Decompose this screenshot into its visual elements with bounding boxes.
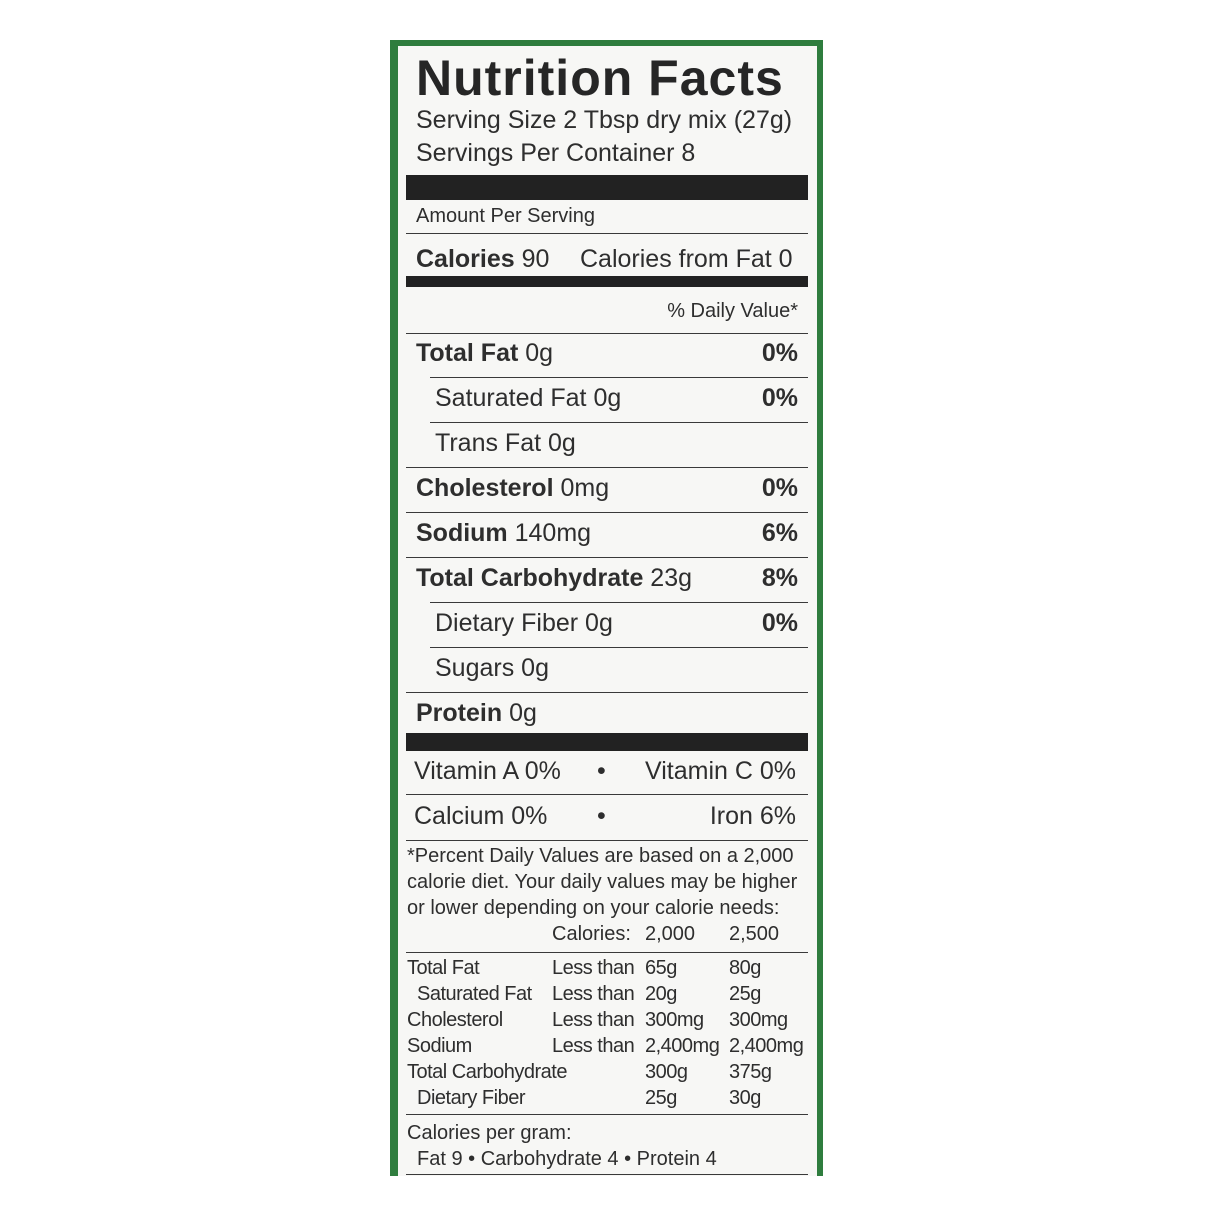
dv-table-cell: 25g bbox=[729, 983, 761, 1005]
nutrient-label: Sodium bbox=[416, 519, 508, 547]
dv-table-cell: Less than bbox=[552, 983, 635, 1005]
nutrient-row: Dietary Fiber 0g bbox=[435, 608, 613, 638]
daily-value-header: % Daily Value* bbox=[667, 300, 798, 322]
divider bbox=[430, 647, 808, 648]
servings-per-container: Servings Per Container 8 bbox=[416, 139, 696, 167]
dv-table-cell: 300g bbox=[645, 1061, 688, 1083]
divider bbox=[406, 692, 808, 693]
bullet: • bbox=[597, 757, 606, 785]
nutrient-row: Trans Fat 0g bbox=[435, 428, 576, 458]
amount-per-serving: Amount Per Serving bbox=[416, 205, 595, 227]
nutrient-label: Sugars bbox=[435, 654, 515, 682]
dv-table-cell: 20g bbox=[645, 983, 677, 1005]
nutrient-row: Total Carbohydrate 23g bbox=[416, 563, 692, 593]
nutrition-label bbox=[398, 46, 817, 1176]
dv-table-cell: 30g bbox=[729, 1087, 761, 1109]
medium-divider bbox=[406, 276, 808, 287]
calories-label: Calories bbox=[416, 245, 515, 273]
calories-per-gram-values: Fat 9 • Carbohydrate 4 • Protein 4 bbox=[417, 1148, 717, 1170]
nutrient-row: Cholesterol 0mg bbox=[416, 473, 609, 503]
dv-table-cell: 2,400mg bbox=[645, 1035, 720, 1057]
nutrient-label: Saturated Fat bbox=[435, 384, 587, 412]
nutrient-amount: 0g bbox=[548, 429, 576, 457]
vitamin-a: Vitamin A 0% bbox=[414, 757, 561, 785]
dv-table-cell: Less than bbox=[552, 1035, 635, 1057]
divider bbox=[406, 952, 808, 953]
dv-table-cell: 80g bbox=[729, 957, 761, 979]
nutrient-label: Total Fat bbox=[416, 339, 519, 367]
dv-table-header-calories: Calories: bbox=[552, 923, 631, 945]
thick-divider bbox=[406, 733, 808, 751]
dv-table-cell: Total Fat bbox=[407, 957, 480, 979]
dv-table-cell: 65g bbox=[645, 957, 677, 979]
iron: Iron 6% bbox=[709, 802, 796, 830]
bullet: • bbox=[597, 802, 606, 830]
nutrient-daily-value: 0% bbox=[761, 384, 798, 412]
nutrient-daily-value: 0% bbox=[761, 609, 798, 637]
dv-table-cell: Cholesterol bbox=[407, 1009, 503, 1031]
nutrient-amount: 0g bbox=[585, 609, 613, 637]
calcium: Calcium 0% bbox=[414, 802, 548, 830]
nutrient-amount: 140mg bbox=[514, 519, 592, 547]
nutrient-row: Saturated Fat 0g bbox=[435, 383, 621, 413]
nutrient-daily-value: 8% bbox=[761, 564, 798, 592]
dv-table-cell: 300mg bbox=[645, 1009, 704, 1031]
vitamin-c: Vitamin C 0% bbox=[645, 757, 796, 785]
nutrient-amount: 0g bbox=[521, 654, 549, 682]
nutrient-row: Sugars 0g bbox=[435, 653, 549, 683]
calories-from-fat: Calories from Fat 0 bbox=[580, 245, 793, 273]
divider bbox=[406, 233, 808, 234]
nutrient-amount: 23g bbox=[650, 564, 693, 592]
divider bbox=[430, 422, 808, 423]
nutrient-amount: 0g bbox=[525, 339, 554, 367]
divider bbox=[406, 512, 808, 513]
nutrient-label: Trans Fat bbox=[435, 429, 542, 457]
divider bbox=[430, 377, 808, 378]
nutrient-row: Sodium 140mg bbox=[416, 518, 591, 548]
dv-table-cell: Less than bbox=[552, 1009, 635, 1031]
nutrient-row: Total Fat 0g bbox=[416, 338, 553, 368]
footnote-line: *Percent Daily Values are based on a 2,0… bbox=[407, 845, 794, 867]
nutrient-daily-value: 0% bbox=[761, 474, 798, 502]
divider bbox=[430, 602, 808, 603]
divider bbox=[406, 1174, 808, 1175]
divider bbox=[406, 840, 808, 841]
nutrient-amount: 0g bbox=[593, 384, 622, 412]
dv-table-cell: 375g bbox=[729, 1061, 772, 1083]
label-title: Nutrition Facts bbox=[416, 50, 784, 106]
nutrient-label: Protein bbox=[416, 699, 503, 727]
nutrient-daily-value: 6% bbox=[761, 519, 798, 547]
nutrient-row: Protein 0g bbox=[416, 698, 537, 728]
divider bbox=[406, 1114, 808, 1115]
thick-divider bbox=[406, 175, 808, 200]
dv-table-cell: Dietary Fiber bbox=[417, 1087, 525, 1109]
dv-table-header-2000: 2,000 bbox=[645, 923, 696, 945]
footnote-line: calorie diet. Your daily values may be h… bbox=[407, 871, 798, 893]
divider bbox=[406, 467, 808, 468]
footnote-line: or lower depending on your calorie needs… bbox=[407, 897, 780, 919]
divider bbox=[406, 557, 808, 558]
dv-table-header-2500: 2,500 bbox=[729, 923, 780, 945]
nutrient-amount: 0g bbox=[509, 699, 537, 727]
nutrient-label: Cholesterol bbox=[416, 474, 554, 502]
dv-table-cell: Sodium bbox=[407, 1035, 472, 1057]
dv-table-cell: 300mg bbox=[729, 1009, 788, 1031]
nutrient-daily-value: 0% bbox=[761, 339, 798, 367]
nutrient-amount: 0mg bbox=[560, 474, 610, 502]
calories-per-gram-label: Calories per gram: bbox=[407, 1122, 572, 1144]
divider bbox=[406, 794, 808, 795]
serving-size: Serving Size 2 Tbsp dry mix (27g) bbox=[416, 106, 793, 134]
divider bbox=[406, 333, 808, 334]
dv-table-cell: Total Carbohydrate bbox=[407, 1061, 567, 1083]
dv-table-cell: Less than bbox=[552, 957, 635, 979]
calories-value: 90 bbox=[521, 245, 550, 273]
dv-table-cell: 25g bbox=[645, 1087, 677, 1109]
nutrient-label: Dietary Fiber bbox=[435, 609, 579, 637]
nutrient-label: Total Carbohydrate bbox=[416, 564, 644, 592]
dv-table-cell: Saturated Fat bbox=[417, 983, 532, 1005]
dv-table-cell: 2,400mg bbox=[729, 1035, 804, 1057]
